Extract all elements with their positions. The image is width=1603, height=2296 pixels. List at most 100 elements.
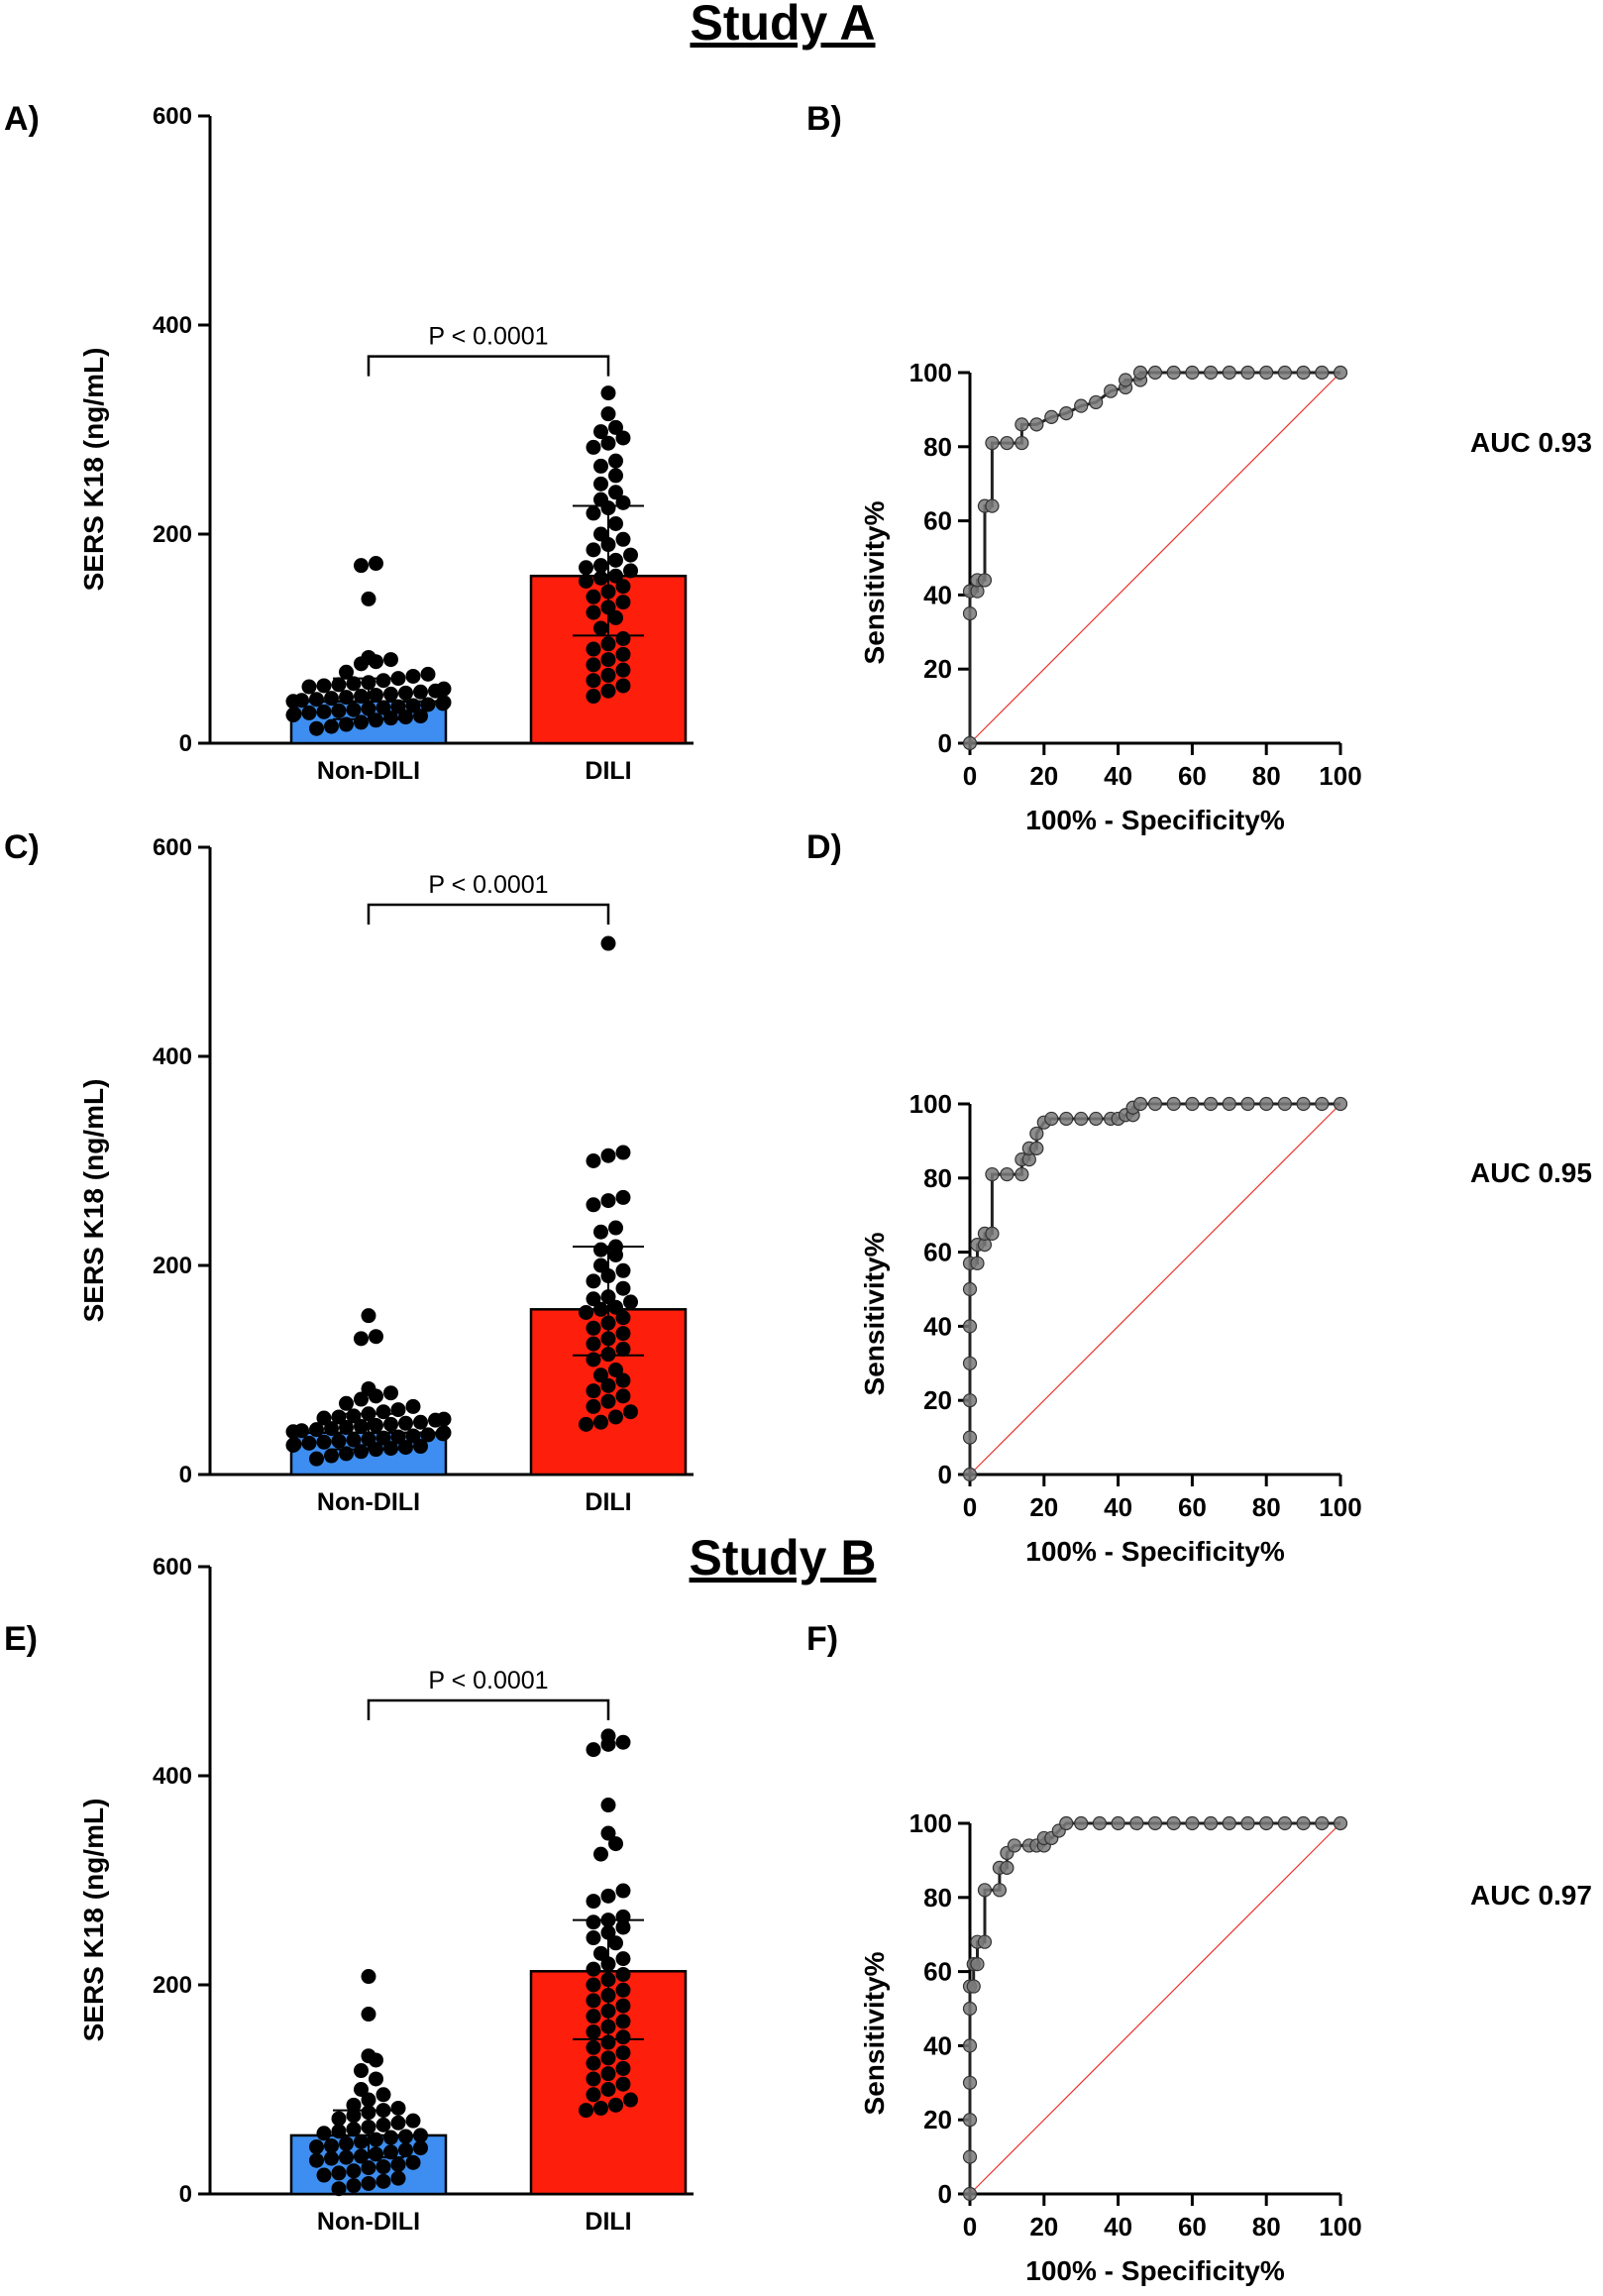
roc-point — [1074, 1815, 1089, 1831]
data-point — [309, 1451, 324, 1467]
data-point — [623, 547, 638, 563]
data-point — [593, 424, 608, 440]
data-point — [600, 683, 616, 699]
data-point — [383, 2130, 398, 2145]
roc-point — [1059, 1815, 1074, 1831]
roc-point — [1203, 365, 1219, 381]
data-point — [615, 678, 631, 694]
y-tick-label: 40 — [923, 1311, 952, 1341]
y-tick-label: 600 — [153, 1554, 192, 1581]
data-point — [413, 1439, 428, 1455]
data-point — [331, 2181, 347, 2197]
data-point — [346, 2122, 362, 2137]
roc-point — [1315, 365, 1330, 381]
auc-label: AUC 0.93 — [1470, 427, 1592, 458]
data-point — [331, 2165, 347, 2181]
data-point — [586, 2009, 601, 2024]
category-label: DILI — [585, 2208, 631, 2236]
y-tick-label: 60 — [923, 1957, 952, 1987]
roc-point — [1259, 1815, 1274, 1831]
data-point — [586, 1930, 601, 1946]
data-point — [375, 2087, 391, 2103]
data-point — [608, 568, 623, 584]
roc-point — [1089, 1111, 1104, 1127]
data-point — [600, 935, 616, 951]
data-point — [593, 2100, 608, 2116]
roc-point — [962, 1281, 978, 1297]
roc-point — [1240, 1096, 1255, 1112]
data-point — [593, 1224, 608, 1240]
roc-point — [1259, 365, 1274, 381]
data-point — [586, 2087, 601, 2103]
y-tick-label: 0 — [179, 2181, 192, 2208]
data-point — [600, 1193, 616, 1209]
data-point — [309, 2152, 324, 2168]
data-point — [608, 468, 623, 484]
data-point — [600, 1798, 616, 1813]
y-tick-label: 400 — [153, 312, 192, 339]
x-axis-title: 100% - Specificity% — [1025, 805, 1285, 835]
data-point — [354, 714, 369, 730]
y-tick-label: 0 — [938, 728, 952, 758]
data-point — [413, 2140, 428, 2156]
data-point — [608, 453, 623, 469]
data-point — [600, 435, 616, 451]
data-point — [593, 558, 608, 574]
panel-b-roc-curve: B) 0 20 40 60 80 100 0 20 40 60 80 100 Sensitivity% 10… — [806, 100, 1592, 835]
data-point — [309, 720, 324, 736]
data-point — [593, 476, 608, 492]
data-point — [586, 542, 601, 558]
roc-point — [1166, 1815, 1181, 1831]
data-point — [331, 2124, 347, 2139]
data-point — [615, 2045, 631, 2061]
roc-point — [1118, 373, 1133, 387]
data-point — [615, 2060, 631, 2076]
data-point — [413, 1414, 428, 1430]
data-point — [390, 2100, 406, 2116]
data-point — [369, 2132, 383, 2147]
data-point — [390, 2115, 406, 2131]
data-point — [615, 2029, 631, 2045]
data-point — [361, 1969, 376, 1985]
roc-point — [962, 1393, 978, 1408]
data-point — [615, 2014, 631, 2029]
roc-point — [1333, 1815, 1348, 1831]
roc-point — [962, 1467, 978, 1482]
data-point — [309, 2139, 324, 2155]
data-point — [608, 1935, 623, 1951]
data-point — [301, 705, 317, 720]
data-point — [615, 1998, 631, 2014]
data-point — [615, 1280, 631, 1296]
data-point — [615, 1734, 631, 1750]
data-point — [586, 1914, 601, 1930]
roc-point — [1166, 1096, 1181, 1112]
data-point — [420, 697, 436, 712]
data-point — [390, 1402, 406, 1418]
data-point — [383, 2144, 398, 2160]
y-tick-label: 200 — [153, 1972, 192, 1999]
roc-point — [1240, 1815, 1255, 1831]
roc-point — [1222, 1815, 1236, 1831]
roc-point — [985, 1226, 1000, 1242]
data-point — [398, 2129, 413, 2144]
data-point — [586, 1977, 601, 1993]
data-point — [398, 2142, 413, 2158]
data-point — [316, 1410, 332, 1426]
x-tick-label: 0 — [963, 761, 977, 791]
data-point — [413, 684, 428, 700]
data-point — [361, 2007, 376, 2023]
data-point — [586, 505, 601, 521]
data-point — [390, 699, 406, 714]
data-point — [586, 439, 601, 455]
data-point — [593, 1367, 608, 1383]
data-point — [346, 2097, 362, 2113]
reference-diagonal — [969, 372, 1341, 744]
roc-point — [962, 2075, 978, 2090]
roc-point — [1185, 1096, 1200, 1112]
data-point — [586, 2039, 601, 2055]
data-point — [586, 1153, 601, 1168]
data-point — [324, 1448, 339, 1464]
data-point — [375, 2159, 391, 2175]
roc-point — [962, 605, 978, 621]
data-point — [331, 703, 347, 718]
